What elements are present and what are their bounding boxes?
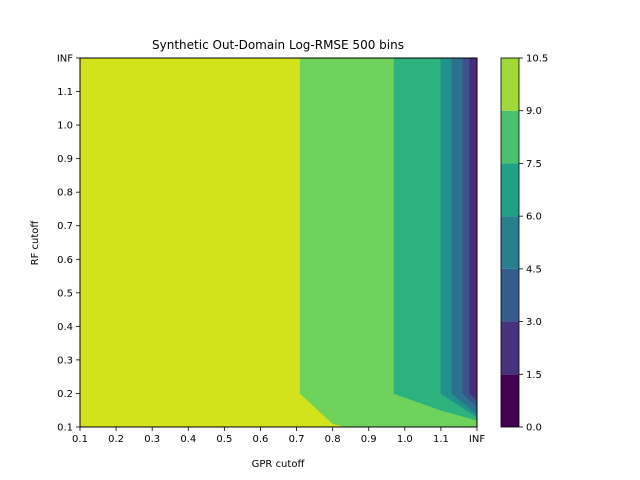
colorbar-band-3 [501, 216, 519, 269]
colorbar-frame [500, 57, 520, 428]
x-tick-label: 0.3 [144, 434, 160, 445]
colorbar-band-6 [501, 58, 519, 111]
contour-region-6 [469, 57, 478, 401]
y-tick-label: 0.9 [57, 154, 73, 165]
y-axis-ticks: 0.1 0.2 0.3 0.4 0.5 0.6 0.7 0.8 0.9 1.0 1.1 INF [57, 54, 80, 434]
contour-regions [79, 57, 478, 428]
x-tick-label: 0.2 [108, 434, 124, 445]
y-tick-label: INF [57, 54, 73, 65]
colorbar-band-2 [501, 268, 519, 322]
x-axis-label: GPR cutoff [252, 459, 306, 470]
x-tick-label: 0.7 [289, 434, 305, 445]
y-axis-label: RF cutoff [30, 220, 41, 266]
x-tick-label: INF [469, 434, 485, 445]
x-tick-label: 1.1 [433, 434, 449, 445]
x-tick-label: 0.4 [180, 434, 196, 445]
colorbar-tick-label: 4.5 [526, 264, 542, 275]
x-tick-label: 0.6 [253, 434, 269, 445]
x-tick-label: 0.5 [216, 434, 232, 445]
colorbar-band-0 [501, 374, 519, 427]
y-tick-label: 1.1 [57, 87, 73, 98]
colorbar-tick-label: 7.5 [526, 159, 542, 170]
y-tick-label: 0.6 [57, 255, 73, 266]
chart-title: Synthetic Out-Domain Log-RMSE 500 bins [152, 38, 404, 52]
colorbar-band-1 [501, 321, 519, 375]
colorbar: 0.0 1.5 3.0 4.5 6.0 7.5 9.0 10.5 [500, 54, 548, 434]
x-tick-label: 0.1 [72, 434, 88, 445]
y-tick-label: 0.2 [57, 389, 73, 400]
x-tick-label: 1.0 [397, 434, 413, 445]
colorbar-band-4 [501, 163, 519, 217]
y-tick-label: 0.4 [57, 322, 73, 333]
colorbar-tick-label: 0.0 [526, 423, 542, 434]
x-tick-label: 0.9 [361, 434, 377, 445]
x-axis-ticks: 0.1 0.2 0.3 0.4 0.5 0.6 0.7 0.8 0.9 1.0 1.1 INF [72, 427, 485, 445]
y-tick-label: 0.3 [57, 355, 73, 366]
y-tick-label: 1.0 [57, 121, 73, 132]
colorbar-tick-label: 6.0 [526, 212, 542, 223]
colorbar-band-5 [501, 110, 519, 164]
plot-frame [79, 57, 478, 428]
y-tick-label: 0.1 [57, 423, 73, 434]
y-tick-label: 0.7 [57, 221, 73, 232]
y-tick-label: 0.5 [57, 288, 73, 299]
colorbar-tick-label: 10.5 [526, 54, 548, 65]
x-tick-label: 0.8 [325, 434, 341, 445]
colorbar-tick-label: 9.0 [526, 106, 542, 117]
y-tick-label: 0.8 [57, 188, 73, 199]
colorbar-tick-label: 3.0 [526, 317, 542, 328]
colorbar-tick-label: 1.5 [526, 370, 542, 381]
